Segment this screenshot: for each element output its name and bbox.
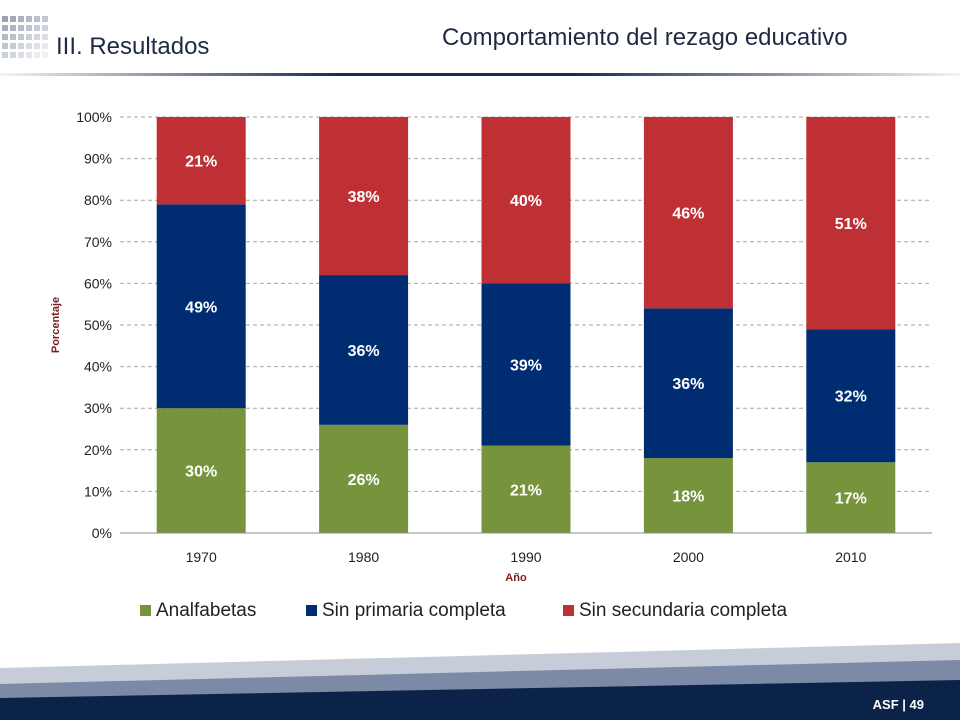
- y-tick-label: 80%: [84, 192, 112, 208]
- data-label: 51%: [835, 216, 867, 233]
- bar-segment: [481, 117, 571, 284]
- logo-square: [34, 43, 40, 49]
- y-tick-label: 30%: [84, 400, 112, 416]
- bar-segment: [806, 117, 896, 330]
- legend-item: Sin secundaria completa: [563, 600, 787, 621]
- slide-title: Comportamiento del rezago educativo: [442, 24, 848, 51]
- logo-square: [26, 43, 32, 49]
- section-title: III. Resultados: [56, 33, 210, 60]
- logo-square: [18, 43, 24, 49]
- legend-label: Analfabetas: [156, 600, 256, 621]
- logo-square: [34, 34, 40, 40]
- logo-square: [26, 34, 32, 40]
- x-tick-label: 1990: [510, 549, 541, 565]
- bar-segment: [481, 445, 571, 533]
- legend-label: Sin secundaria completa: [579, 600, 787, 621]
- bar-segment: [319, 424, 409, 533]
- bar-segment: [319, 275, 409, 425]
- legend-swatch: [306, 605, 317, 616]
- logo-square: [10, 25, 16, 31]
- title-divider: [0, 73, 960, 76]
- logo-square: [42, 52, 48, 58]
- logo-square: [18, 16, 24, 22]
- bar-segment: [806, 462, 896, 533]
- data-label: 36%: [672, 376, 704, 393]
- logo-square: [18, 52, 24, 58]
- legend-swatch: [140, 605, 151, 616]
- stacked-bar-chart: 0% 10% 20% 30% 40% 50% 60% 70% 80% 90% 100% 30% 49%…: [50, 109, 932, 621]
- logo-square: [2, 25, 8, 31]
- bars: [156, 117, 896, 533]
- logo-square: [10, 34, 16, 40]
- y-tick-label: 20%: [84, 442, 112, 458]
- logo-square: [26, 25, 32, 31]
- legend-swatch: [563, 605, 574, 616]
- data-label: 49%: [185, 299, 217, 316]
- logo-square: [10, 52, 16, 58]
- bar-segment: [156, 408, 246, 533]
- logo-square: [34, 16, 40, 22]
- bar-segment: [643, 117, 733, 309]
- logo-square: [2, 43, 8, 49]
- data-label: 46%: [672, 206, 704, 223]
- data-label: 32%: [835, 389, 867, 406]
- x-tick-label: 1970: [186, 549, 217, 565]
- logo-square: [34, 52, 40, 58]
- y-tick-label: 50%: [84, 317, 112, 333]
- data-label: 39%: [510, 358, 542, 375]
- logo-square: [2, 34, 8, 40]
- logo-square: [10, 43, 16, 49]
- y-tick-label: 10%: [84, 483, 112, 499]
- data-label: 36%: [348, 343, 380, 360]
- logo-square: [18, 25, 24, 31]
- bar-segment: [806, 329, 896, 463]
- y-axis-ticks: 0% 10% 20% 30% 40% 50% 60% 70% 80% 90% 100%: [76, 109, 112, 541]
- data-labels: 30% 49% 21% 26% 36% 38% 21% 39% 40% 18% 36% 46% 17% 3…: [185, 154, 867, 508]
- logo-square: [42, 25, 48, 31]
- legend: Analfabetas Sin primaria completa Sin secu…: [140, 600, 787, 621]
- logo-square: [2, 52, 8, 58]
- data-label: 21%: [185, 154, 217, 171]
- bar-segment: [481, 283, 571, 446]
- logo-square: [10, 16, 16, 22]
- bar-segment: [643, 308, 733, 459]
- x-tick-label: 1980: [348, 549, 379, 565]
- legend-item: Analfabetas: [140, 600, 256, 621]
- bar-segment: [643, 458, 733, 533]
- data-label: 40%: [510, 193, 542, 210]
- bar-segment: [319, 117, 409, 276]
- page-number: ASF | 49: [872, 697, 924, 712]
- logo-square: [42, 16, 48, 22]
- data-label: 38%: [348, 189, 380, 206]
- x-tick-label: 2010: [835, 549, 866, 565]
- data-label: 21%: [510, 482, 542, 499]
- data-label: 18%: [672, 489, 704, 506]
- y-tick-label: 100%: [76, 109, 112, 125]
- y-tick-label: 0%: [92, 525, 112, 541]
- logo-square: [26, 16, 32, 22]
- bar-segment: [156, 204, 246, 409]
- logo-square: [18, 34, 24, 40]
- data-label: 26%: [348, 472, 380, 489]
- y-tick-label: 90%: [84, 151, 112, 167]
- logo-grid-icon: [2, 16, 48, 58]
- logo-square: [34, 25, 40, 31]
- bar-segment: [156, 117, 246, 205]
- y-tick-label: 70%: [84, 234, 112, 250]
- data-label: 17%: [835, 491, 867, 508]
- logo-square: [42, 43, 48, 49]
- x-axis-title: Año: [505, 572, 527, 584]
- logo-square: [2, 16, 8, 22]
- legend-label: Sin primaria completa: [322, 600, 506, 621]
- legend-item: Sin primaria completa: [306, 600, 506, 621]
- logo-square: [42, 34, 48, 40]
- logo-square: [26, 52, 32, 58]
- x-tick-label: 2000: [673, 549, 704, 565]
- y-tick-label: 60%: [84, 275, 112, 291]
- y-axis-title: Porcentaje: [50, 297, 62, 353]
- x-axis-ticks: 1970 1980 1990 2000 2010: [186, 549, 867, 565]
- data-label: 30%: [185, 464, 217, 481]
- y-tick-label: 40%: [84, 359, 112, 375]
- footer-band: [0, 643, 960, 720]
